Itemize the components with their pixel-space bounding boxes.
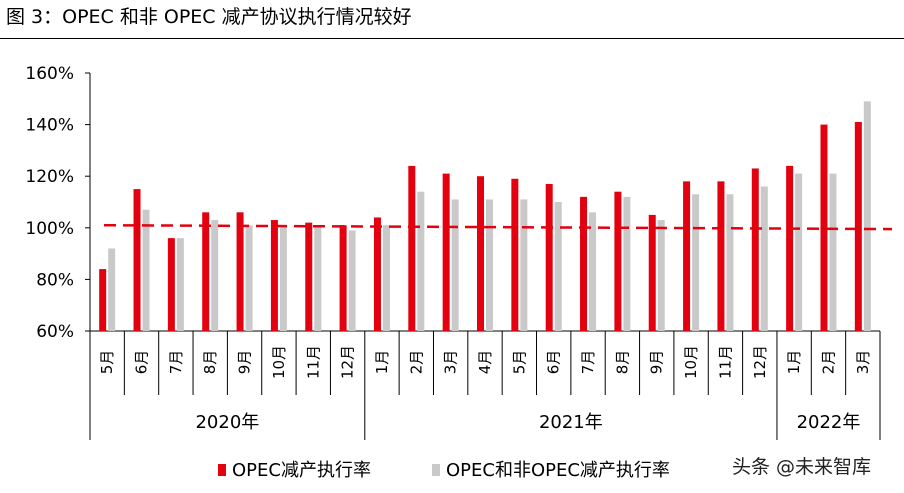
category-label: 3月 — [854, 350, 872, 375]
bar-opec-non-opec — [382, 225, 390, 331]
figure-title: 图 3：OPEC 和非 OPEC 减产协议执行情况较好 — [6, 6, 412, 28]
category-label: 11月 — [304, 345, 322, 379]
bar-opec-non-opec — [176, 238, 184, 331]
bar-opec-non-opec — [108, 248, 116, 331]
bar-opec-non-opec — [692, 194, 700, 331]
category-label: 8月 — [613, 350, 631, 375]
title-rule — [0, 38, 904, 39]
bar-opec — [786, 165, 794, 331]
category-label: 5月 — [510, 350, 528, 375]
year-label: 2021年 — [539, 412, 603, 433]
y-tick-label: 120% — [25, 167, 74, 187]
y-tick-label: 160% — [25, 64, 74, 84]
y-tick-label: 60% — [36, 322, 74, 342]
category-label: 4月 — [476, 350, 494, 375]
reference-dashed-line — [103, 223, 893, 231]
y-tick-label: 100% — [25, 219, 74, 239]
bar-opec-non-opec — [486, 199, 493, 331]
category-label: 9月 — [648, 350, 666, 375]
category-labels: 5月 6月 7月 8月 9月 10月 11月 12月 1月 2月 3月 4月 5月 6月 7月 8月 9月 10月… — [89, 331, 881, 440]
category-label: 10月 — [270, 345, 288, 379]
category-label: 1月 — [785, 350, 803, 375]
bar-opec — [133, 189, 141, 331]
bar-opec — [820, 124, 828, 331]
category-label: 6月 — [133, 350, 151, 375]
bar-opec-non-opec — [829, 173, 837, 331]
bar-opec-non-opec — [211, 220, 219, 331]
bar-opec — [751, 168, 759, 331]
bar-opec-non-opec — [279, 225, 287, 331]
bar-opec-non-opec — [245, 225, 253, 331]
category-label: 7月 — [579, 350, 597, 375]
category-label: 11月 — [716, 345, 734, 379]
bars — [99, 101, 871, 332]
bar-opec — [717, 181, 725, 331]
bar-opec — [477, 176, 484, 331]
legend-swatch-opec — [218, 464, 226, 476]
category-label: 1月 — [373, 350, 391, 375]
bar-opec-non-opec — [760, 186, 768, 331]
bar-opec — [99, 269, 107, 331]
reference-line — [103, 223, 893, 231]
category-label: 12月 — [751, 345, 769, 379]
bar-opec-non-opec — [657, 220, 665, 331]
bar-opec-non-opec — [417, 191, 425, 331]
legend-label-opec: OPEC减产执行率 — [232, 460, 371, 481]
bar-opec-non-opec — [623, 196, 631, 331]
bar-opec — [442, 173, 450, 331]
bar-opec — [408, 165, 416, 331]
legend: OPEC减产执行率 OPEC和非OPEC减产执行率 — [218, 460, 670, 481]
axes: 60% 80% 100% 120% 140% 160% — [25, 64, 880, 342]
bar-opec — [305, 222, 313, 331]
y-tick-label: 80% — [36, 270, 74, 290]
category-label: 3月 — [442, 350, 460, 375]
bar-opec — [683, 181, 691, 331]
bar-opec-non-opec — [589, 212, 597, 331]
bar-opec — [339, 225, 347, 331]
bar-opec — [202, 212, 210, 331]
category-label: 2月 — [407, 350, 425, 375]
bar-opec — [614, 191, 622, 331]
year-label: 2022年 — [797, 412, 861, 433]
category-label: 7月 — [167, 350, 185, 375]
bar-opec-non-opec — [726, 194, 734, 331]
bar-opec — [236, 212, 244, 331]
bar-opec-non-opec — [863, 101, 871, 331]
legend-swatch-opec-non-opec — [432, 464, 440, 476]
watermark: 头条 @未来智库 — [732, 456, 872, 478]
bar-opec-non-opec — [348, 230, 356, 331]
category-label: 9月 — [236, 350, 254, 375]
bar-opec — [545, 183, 553, 331]
category-label: 6月 — [545, 350, 563, 375]
bar-opec-non-opec — [554, 202, 562, 331]
bar-opec — [167, 238, 175, 331]
bar-opec — [373, 217, 381, 331]
y-tick-label: 140% — [25, 116, 74, 136]
bar-opec — [854, 122, 862, 332]
bar-opec-non-opec — [451, 199, 459, 331]
bar-opec — [580, 196, 588, 331]
bar-opec-non-opec — [795, 173, 803, 331]
category-label: 12月 — [339, 345, 357, 379]
category-label: 2月 — [819, 350, 837, 375]
legend-label-opec-non-opec: OPEC和非OPEC减产执行率 — [446, 460, 670, 481]
bar-opec — [511, 178, 519, 331]
category-label: 10月 — [682, 345, 700, 379]
category-label: 5月 — [98, 350, 116, 375]
year-label: 2020年 — [195, 412, 259, 433]
bar-opec-non-opec — [314, 225, 322, 331]
bar-opec-non-opec — [520, 199, 528, 331]
bar-opec — [270, 220, 278, 331]
bar-opec-non-opec — [142, 209, 150, 331]
bar-opec — [648, 214, 656, 331]
category-label: 8月 — [201, 350, 219, 375]
